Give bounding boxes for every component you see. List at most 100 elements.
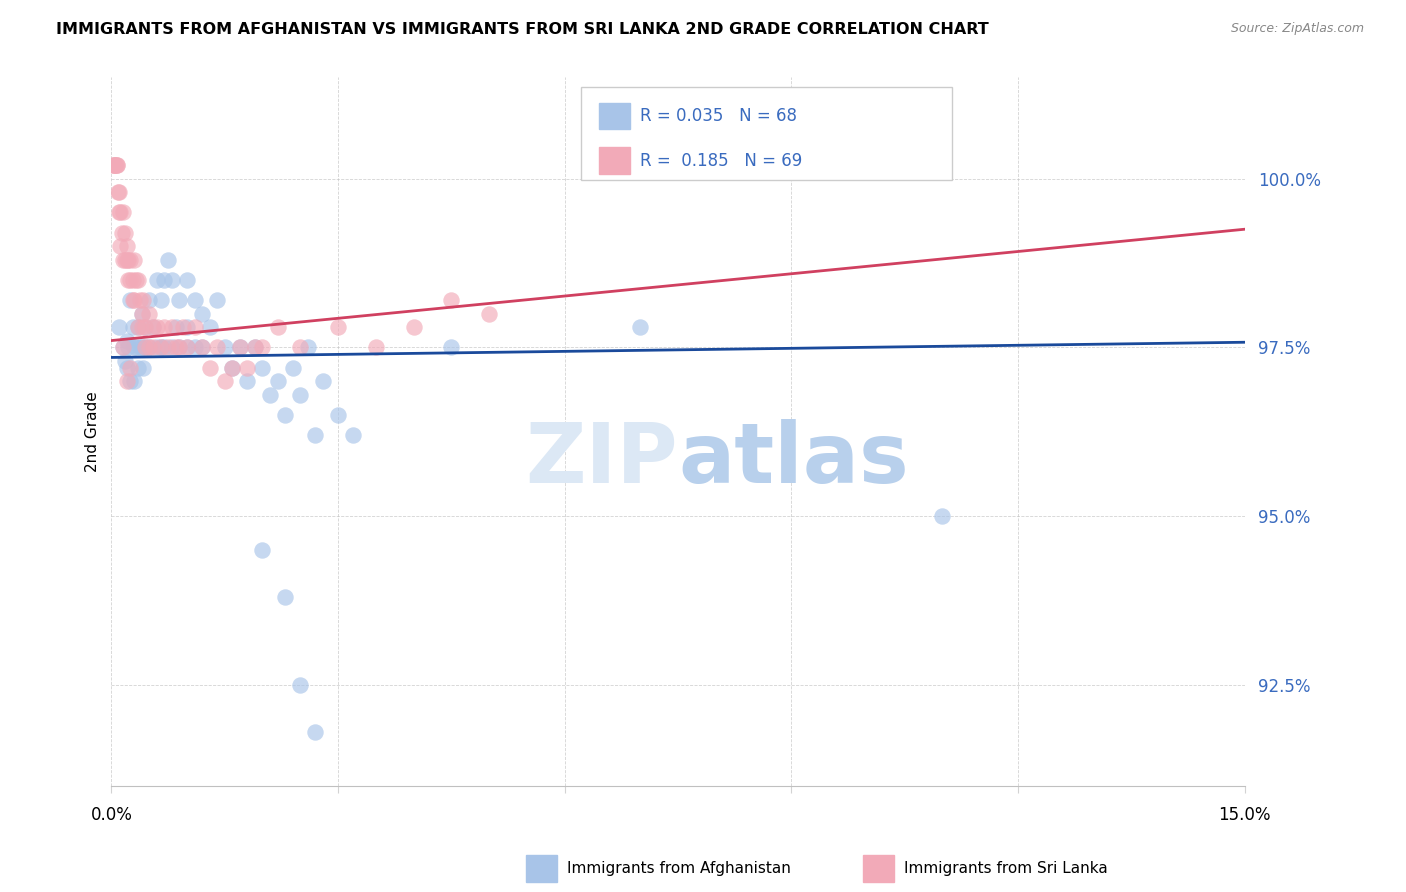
Point — [110, 239, 132, 253]
Point — [342, 428, 364, 442]
Point — [176, 340, 198, 354]
Point — [117, 252, 139, 267]
Point — [169, 340, 191, 354]
Point — [628, 320, 651, 334]
Point — [114, 353, 136, 368]
Point — [157, 340, 180, 354]
Point — [104, 158, 127, 172]
Point — [120, 252, 142, 267]
Point — [160, 340, 183, 354]
Point — [122, 374, 145, 388]
Point — [198, 320, 221, 334]
Point — [127, 320, 149, 334]
Point — [134, 320, 156, 334]
Point — [117, 273, 139, 287]
Point — [145, 273, 167, 287]
Point — [290, 387, 312, 401]
Point — [108, 320, 131, 334]
Point — [478, 307, 501, 321]
Point — [111, 340, 134, 354]
Point — [274, 408, 297, 422]
Point — [131, 320, 153, 334]
Point — [120, 360, 142, 375]
Point — [132, 360, 155, 375]
Point — [191, 340, 214, 354]
Point — [243, 340, 266, 354]
Point — [121, 320, 143, 334]
Text: atlas: atlas — [678, 419, 908, 500]
Point — [103, 158, 125, 172]
Point — [121, 293, 143, 307]
Point — [326, 320, 349, 334]
Point — [326, 408, 349, 422]
Point — [297, 340, 319, 354]
Point — [108, 185, 131, 199]
Point — [127, 320, 149, 334]
Point — [145, 320, 167, 334]
Text: R =  0.185   N = 69: R = 0.185 N = 69 — [640, 152, 801, 169]
Point — [107, 185, 129, 199]
Point — [243, 340, 266, 354]
Point — [127, 273, 149, 287]
Point — [122, 293, 145, 307]
Point — [183, 320, 205, 334]
Point — [114, 226, 136, 240]
Point — [142, 340, 165, 354]
Point — [124, 340, 146, 354]
Point — [183, 293, 205, 307]
Point — [176, 320, 198, 334]
Text: R = 0.035   N = 68: R = 0.035 N = 68 — [640, 107, 797, 125]
Point — [153, 340, 176, 354]
Point — [107, 158, 129, 172]
Point — [145, 340, 167, 354]
Point — [124, 273, 146, 287]
Point — [149, 340, 172, 354]
Point — [131, 340, 153, 354]
Point — [138, 307, 160, 321]
Point — [134, 340, 156, 354]
Point — [129, 293, 152, 307]
Point — [153, 320, 176, 334]
Point — [165, 320, 187, 334]
Point — [115, 360, 138, 375]
Point — [110, 205, 132, 219]
Point — [157, 252, 180, 267]
Point — [205, 293, 228, 307]
Point — [856, 158, 879, 172]
Point — [134, 320, 156, 334]
Point — [115, 374, 138, 388]
Text: Immigrants from Afghanistan: Immigrants from Afghanistan — [567, 862, 790, 876]
Point — [172, 320, 194, 334]
Point — [176, 273, 198, 287]
Text: ZIP: ZIP — [526, 419, 678, 500]
Point — [165, 340, 187, 354]
Point — [111, 205, 134, 219]
Point — [115, 239, 138, 253]
Point — [364, 340, 387, 354]
Point — [149, 293, 172, 307]
Point — [402, 320, 425, 334]
Point — [149, 340, 172, 354]
Point — [108, 205, 131, 219]
Point — [290, 340, 312, 354]
Point — [236, 360, 259, 375]
Point — [127, 360, 149, 375]
Point — [252, 360, 274, 375]
Point — [252, 340, 274, 354]
Text: 15.0%: 15.0% — [1218, 806, 1271, 824]
Point — [304, 428, 326, 442]
Point — [304, 724, 326, 739]
Point — [120, 374, 142, 388]
Point — [138, 340, 160, 354]
Text: Source: ZipAtlas.com: Source: ZipAtlas.com — [1230, 22, 1364, 36]
Point — [931, 508, 953, 523]
Point — [191, 340, 214, 354]
Point — [160, 320, 183, 334]
Point — [104, 158, 127, 172]
Point — [142, 320, 165, 334]
Point — [440, 293, 463, 307]
Point — [120, 273, 142, 287]
Point — [138, 293, 160, 307]
Point — [252, 542, 274, 557]
Point — [191, 307, 214, 321]
